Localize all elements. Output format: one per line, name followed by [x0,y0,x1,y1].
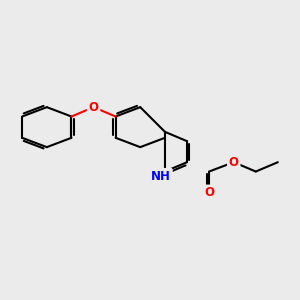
Text: NH: NH [151,170,171,183]
Text: O: O [204,186,214,199]
Text: O: O [229,156,239,169]
Text: O: O [88,101,98,114]
